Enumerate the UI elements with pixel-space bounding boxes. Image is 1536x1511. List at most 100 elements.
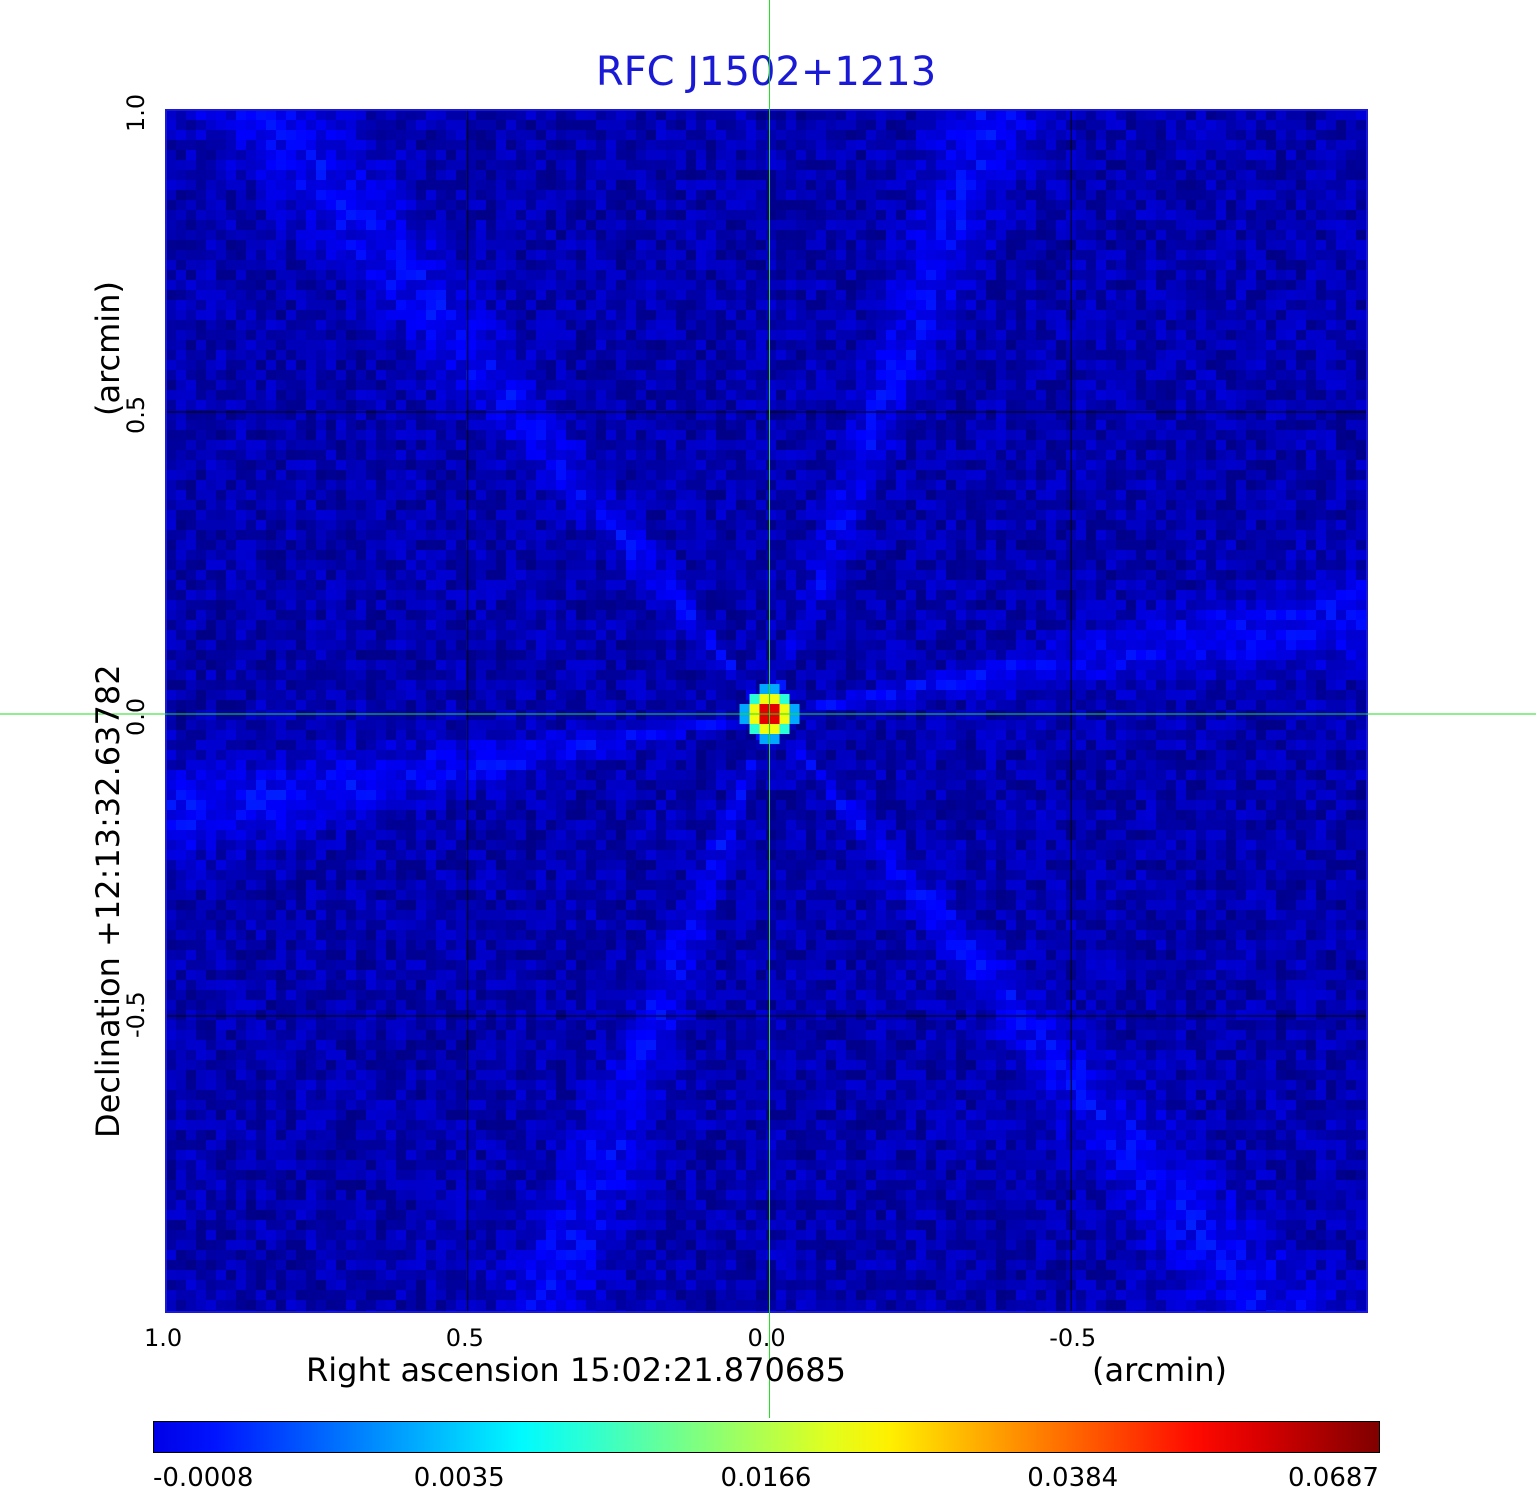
heatmap-cell (536, 180, 546, 190)
heatmap-cell (906, 350, 916, 360)
heatmap-cell (486, 270, 496, 280)
heatmap-cell (676, 300, 686, 310)
heatmap-cell (1286, 230, 1296, 240)
heatmap-cell (216, 260, 226, 270)
heatmap-cell (316, 460, 326, 470)
heatmap-cell (726, 430, 736, 440)
heatmap-cell (586, 500, 596, 510)
heatmap-cell (906, 300, 916, 310)
heatmap-cell (1036, 340, 1046, 350)
heatmap-cell (546, 300, 556, 310)
heatmap-cell (816, 160, 826, 170)
heatmap-cell (1176, 380, 1186, 390)
heatmap-cell (1006, 130, 1016, 140)
heatmap-cell (1306, 220, 1316, 230)
heatmap-cell (866, 370, 876, 380)
heatmap-cell (596, 490, 606, 500)
heatmap-cell (246, 170, 256, 180)
heatmap-cell (646, 170, 656, 180)
heatmap-cell (776, 260, 786, 270)
heatmap-cell (666, 130, 676, 140)
heatmap-cell (1336, 190, 1346, 200)
heatmap-cell (696, 450, 706, 460)
heatmap-cell (996, 370, 1006, 380)
heatmap-cell (226, 420, 236, 430)
heatmap-cell (206, 120, 216, 130)
heatmap-cell (1076, 220, 1086, 230)
heatmap-cell (476, 430, 486, 440)
heatmap-cell (1346, 160, 1356, 170)
heatmap-cell (1296, 140, 1306, 150)
heatmap-cell (1326, 430, 1336, 440)
heatmap-cell (946, 460, 956, 470)
heatmap-cell (746, 220, 756, 230)
heatmap-cell (1176, 490, 1186, 500)
heatmap-cell (406, 110, 416, 120)
heatmap-cell (1076, 230, 1086, 240)
heatmap-cell (1076, 380, 1086, 390)
heatmap-cell (906, 370, 916, 380)
heatmap-cell (986, 340, 996, 350)
heatmap-cell (1326, 200, 1336, 210)
heatmap-cell (1296, 160, 1306, 170)
heatmap-cell (1126, 240, 1136, 250)
heatmap-cell (656, 210, 666, 220)
heatmap-cell (636, 410, 646, 420)
heatmap-cell (1186, 340, 1196, 350)
heatmap-cell (1266, 450, 1276, 460)
heatmap-cell (476, 250, 486, 260)
heatmap-cell (606, 200, 616, 210)
heatmap-cell (726, 510, 736, 520)
heatmap-cell (906, 320, 916, 330)
heatmap-cell (1166, 390, 1176, 400)
heatmap-cell (556, 430, 566, 440)
heatmap-cell (616, 120, 626, 130)
heatmap-cell (556, 300, 566, 310)
heatmap-cell (1176, 150, 1186, 160)
heatmap-cell (896, 470, 906, 480)
heatmap-cell (1006, 230, 1016, 240)
heatmap-cell (246, 260, 256, 270)
heatmap-cell (666, 260, 676, 270)
heatmap-cell (666, 170, 676, 180)
heatmap-cell (426, 390, 436, 400)
heatmap-cell (696, 500, 706, 510)
heatmap-cell (1316, 350, 1326, 360)
heatmap-cell (286, 170, 296, 180)
heatmap-cell (326, 460, 336, 470)
heatmap-cell (596, 470, 606, 480)
heatmap-cell (806, 240, 816, 250)
heatmap-cell (576, 450, 586, 460)
heatmap-cell (866, 290, 876, 300)
heatmap-cell (1286, 370, 1296, 380)
heatmap-cell (186, 490, 196, 500)
heatmap-cell (196, 120, 206, 130)
heatmap-cell (606, 240, 616, 250)
heatmap-cell (1056, 200, 1066, 210)
heatmap-cell (636, 230, 646, 240)
heatmap-cell (1146, 390, 1156, 400)
heatmap-cell (906, 150, 916, 160)
heatmap-cell (816, 490, 826, 500)
heatmap-cell (796, 430, 806, 440)
heatmap-cell (376, 380, 386, 390)
heatmap-cell (1316, 380, 1326, 390)
heatmap-cell (506, 370, 516, 380)
heatmap-cell (326, 410, 336, 420)
heatmap-cell (976, 390, 986, 400)
heatmap-cell (916, 120, 926, 130)
heatmap-cell (1286, 240, 1296, 250)
heatmap-cell (1286, 190, 1296, 200)
heatmap-cell (376, 120, 386, 130)
heatmap-cell (576, 440, 586, 450)
heatmap-cell (786, 510, 796, 520)
heatmap-cell (186, 210, 196, 220)
heatmap-cell (406, 500, 416, 510)
heatmap-cell (216, 240, 226, 250)
heatmap-cell (366, 360, 376, 370)
heatmap-cell (1176, 460, 1186, 470)
heatmap-cell (1266, 350, 1276, 360)
heatmap-cell (376, 240, 386, 250)
heatmap-cell (316, 210, 326, 220)
heatmap-cell (406, 260, 416, 270)
